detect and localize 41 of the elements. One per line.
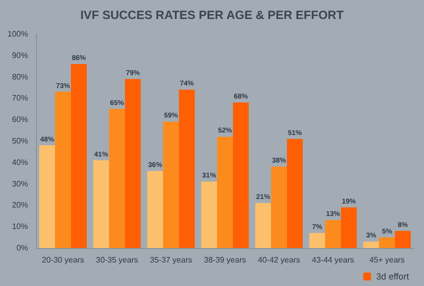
bar (232, 102, 249, 248)
chart-title: IVF SUCCES RATES PER AGE & PER EFFORT (80, 8, 344, 22)
bar (201, 182, 218, 248)
bar (124, 78, 141, 248)
x-tick-label: 43-44 years (312, 256, 354, 264)
bar (163, 122, 179, 248)
x-tick-label: 35-37 years (150, 256, 192, 264)
y-tick-label: 40% (12, 158, 28, 167)
x-tick-label: 40-42 years (258, 256, 300, 264)
y-tick-label: 30% (12, 179, 28, 188)
y-tick-label: 10% (12, 222, 28, 232)
bar (93, 160, 110, 248)
legend-label: 3d effort (376, 272, 410, 282)
x-tick-label: 20-30 years (42, 256, 84, 264)
bar (363, 242, 380, 248)
x-tick-label: 30-35 years (96, 256, 138, 264)
y-tick-label: 100% (8, 30, 28, 38)
y-tick-label: 70% (12, 94, 28, 103)
bar (394, 230, 411, 248)
bar (39, 145, 56, 248)
y-tick-label: 60% (12, 115, 28, 124)
bar (340, 207, 357, 248)
bar (55, 92, 71, 248)
bar (70, 64, 87, 248)
x-tick-label: 38-39 years (204, 256, 246, 264)
bar (325, 220, 341, 248)
bar (147, 170, 164, 248)
bar (217, 136, 233, 248)
bar (109, 108, 125, 248)
y-tick-label: 50% (12, 136, 28, 146)
bar (286, 138, 303, 248)
y-tick-label: 0% (16, 244, 28, 252)
bar (309, 233, 326, 248)
y-tick-label: 20% (12, 200, 28, 210)
bar (178, 90, 195, 248)
bar (255, 203, 272, 248)
x-tick-label: 45+ years (369, 256, 405, 264)
y-tick-label: 80% (12, 72, 28, 82)
bar (379, 237, 395, 248)
bar (271, 166, 287, 248)
y-tick-label: 90% (12, 50, 28, 60)
